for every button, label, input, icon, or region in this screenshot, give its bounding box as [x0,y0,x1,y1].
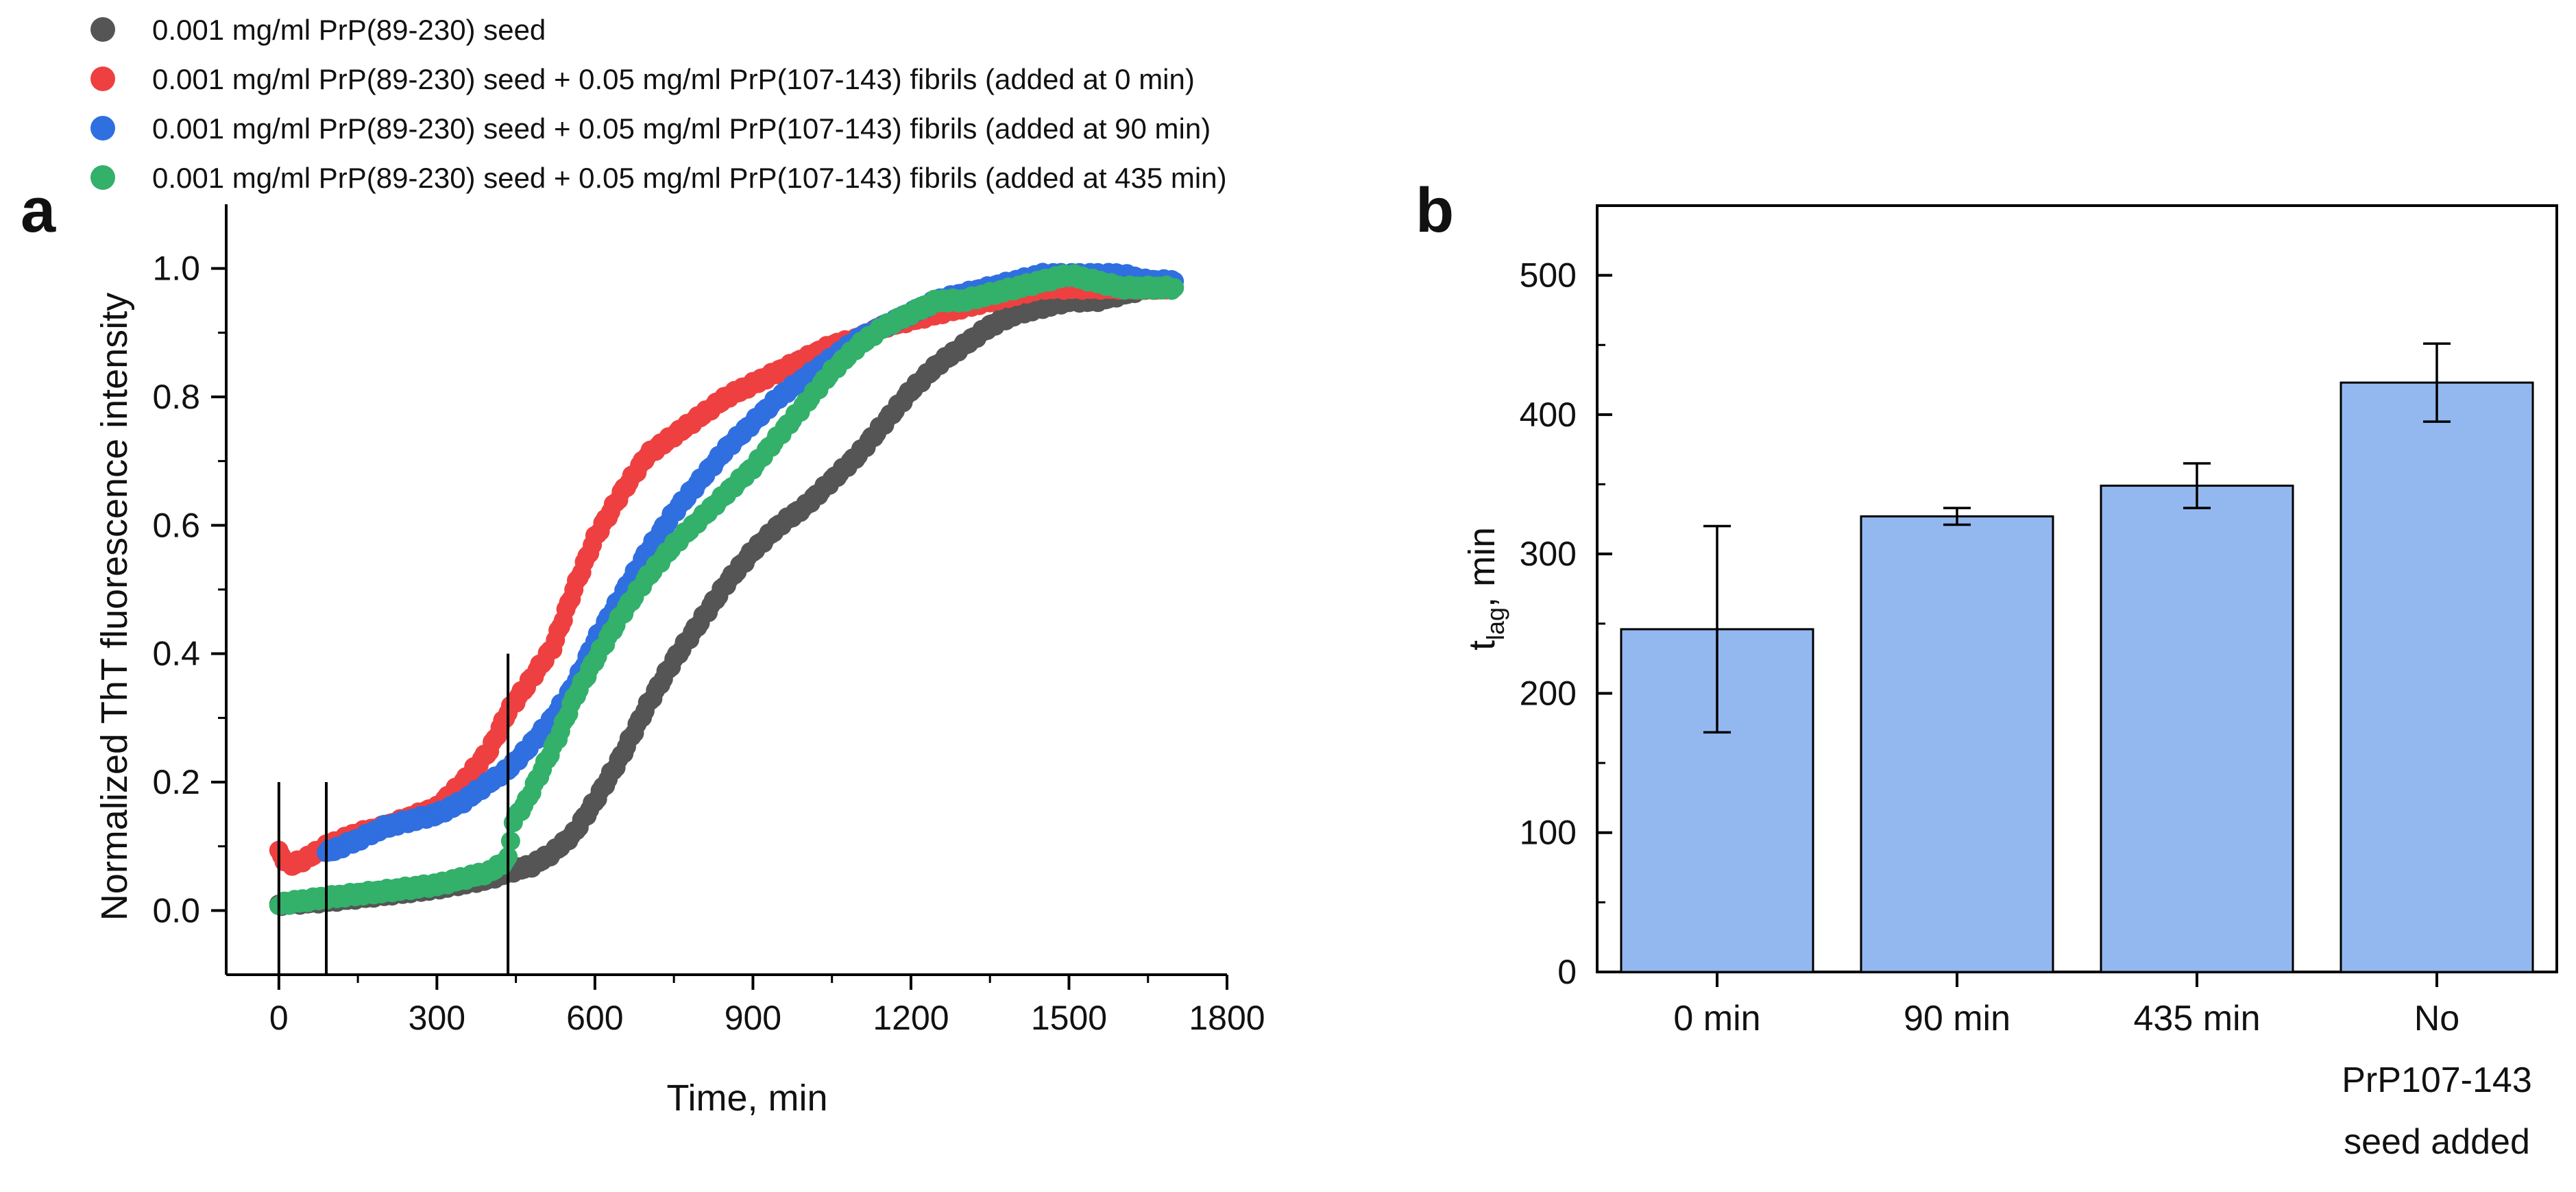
legend-marker [90,66,115,91]
b-y-axis-label-sub: lag [1481,607,1509,640]
panel-b-letter: b [1415,175,1454,245]
b-bar [2340,381,2534,973]
b-bar [1860,515,2054,973]
b-y-tick-label: 100 [1520,814,1577,852]
panel-b-chart: b 0 100 200 300 400 500 tlag, min 0 min 90 min 43… [1415,175,2558,1162]
a-y-axis-label: Normalized ThT fluorescence intensity [94,293,135,921]
b-y-axis-label-main: t [1461,640,1503,650]
a-x-tick-label: 1500 [1031,999,1107,1037]
b-bar [2100,485,2294,973]
a-x-tick-label: 1200 [873,999,949,1037]
a-x-tick-label: 0 [269,999,289,1037]
b-x-tick-label: PrP107-143 [2342,1060,2532,1100]
a-data-point [1165,278,1184,297]
a-x-tick-label: 600 [566,999,623,1037]
b-x-tick-label: 0 min [1673,999,1760,1038]
panel-a-chart: a 0 300 600 900 1200 1500 1800 0.0 0.2 0.4 0.6 0.8 1… [21,175,1265,1119]
legend-label: 0.001 mg/ml PrP(89-230) seed [152,14,546,46]
b-y-axis-label-unit: , min [1461,527,1503,607]
legend-marker [90,165,115,190]
legend-label: 0.001 mg/ml PrP(89-230) seed + 0.05 mg/m… [152,63,1195,95]
legend: 0.001 mg/ml PrP(89-230) seed 0.001 mg/ml … [90,14,1227,194]
a-y-tick-label: 0.6 [152,506,200,544]
legend-label: 0.001 mg/ml PrP(89-230) seed + 0.05 mg/m… [152,112,1211,145]
panel-b-plot: 0 100 200 300 400 500 tlag, min 0 min 90 min 435 … [1461,204,2558,1162]
panel-a-letter: a [21,175,56,245]
b-x-tick-label: seed added [2344,1122,2530,1162]
a-y-tick-label: 0.0 [152,891,200,929]
panel-a-plot: 0 300 600 900 1200 1500 1800 0.0 0.2 0.4 0.6 0.8 1.0… [94,204,1265,1119]
b-y-tick-label: 300 [1520,535,1577,573]
b-x-tick-label: 90 min [1904,999,2010,1038]
b-y-axis-label: tlag, min [1461,527,1509,650]
b-y-tick-label: 0 [1557,953,1577,991]
a-y-tick-label: 0.4 [152,635,200,673]
a-y-tick-label: 0.2 [152,763,200,801]
b-y-tick-label: 500 [1520,256,1577,295]
a-y-tick-label: 1.0 [152,250,200,288]
legend-marker [90,17,115,42]
a-x-tick-label: 1800 [1189,999,1265,1037]
a-x-axis-label: Time, min [666,1078,827,1119]
b-x-tick-label: No [2414,999,2459,1038]
b-y-tick-label: 400 [1520,396,1577,434]
b-y-tick-label: 200 [1520,674,1577,712]
a-x-tick-label: 900 [725,999,781,1037]
legend-label: 0.001 mg/ml PrP(89-230) seed + 0.05 mg/m… [152,162,1227,194]
a-y-tick-label: 0.8 [152,378,200,416]
a-x-tick-label: 300 [409,999,465,1037]
b-plot-frame [1596,204,2558,973]
legend-marker [90,116,115,141]
b-x-tick-label: 435 min [2134,999,2261,1038]
a-data-point [500,831,520,851]
a-series [269,264,1184,916]
